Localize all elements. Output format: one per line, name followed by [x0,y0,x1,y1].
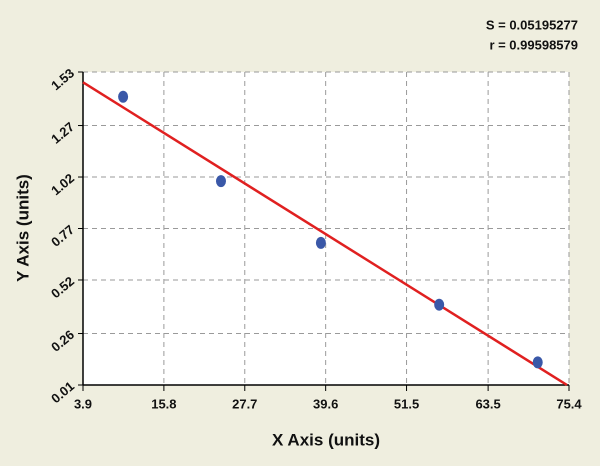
y-tick-label: 1.02 [48,170,77,198]
x-axis-label: X Axis (units) [272,430,380,449]
point [434,298,445,311]
x-tick-label: 3.9 [74,396,92,411]
point [532,356,543,369]
y-tick-label: 0.52 [48,273,77,301]
annotation: r = 0.99598579 [489,37,578,52]
x-tick-label: 39.6 [313,396,338,411]
x-tick-label: 75.4 [556,396,582,411]
y-tick-label: 1.27 [48,119,77,147]
y-tick-label: 0.26 [48,327,77,355]
x-tick-label: 51.5 [394,396,419,411]
y-tick-label: 1.53 [48,65,77,93]
y-tick-label: 0.01 [48,378,77,406]
point [118,90,129,103]
x-tick-label: 27.7 [232,396,257,411]
point [315,236,326,249]
y-tick-label: 0.77 [48,222,77,250]
x-tick-label: 15.8 [151,396,176,411]
y-axis-label: Y Axis (units) [13,174,32,282]
annotation: S = 0.05195277 [486,17,578,32]
fit-line [82,81,568,387]
point [215,175,226,188]
x-tick-label: 63.5 [475,396,500,411]
